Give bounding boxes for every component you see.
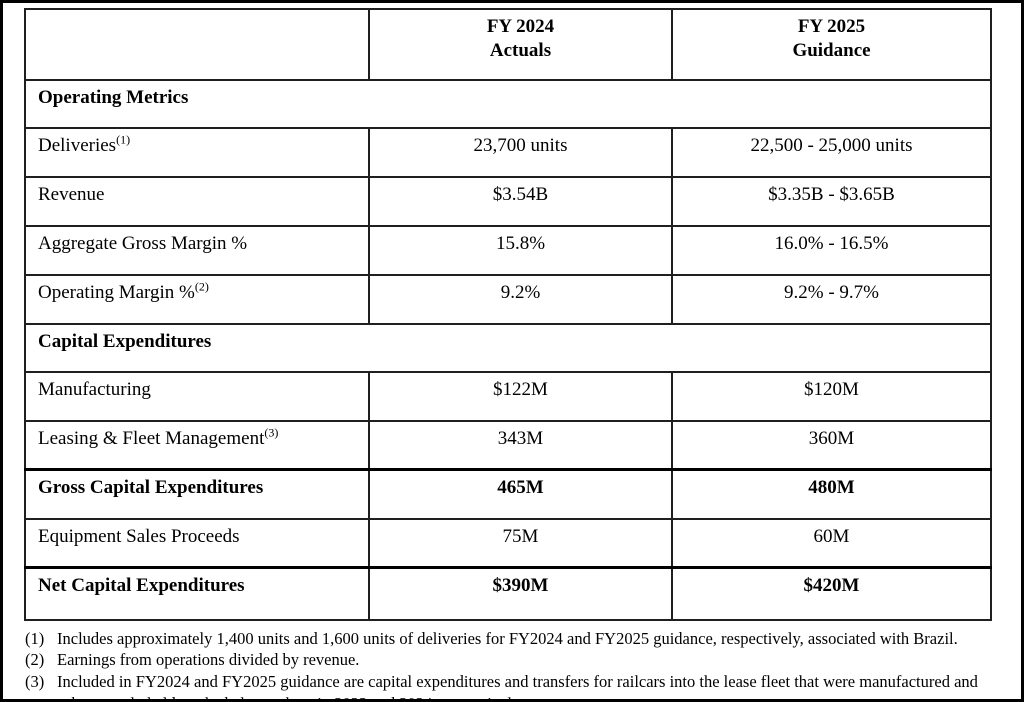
fy2024-value: 465M bbox=[368, 468, 673, 520]
row-label: Equipment Sales Proceeds bbox=[24, 517, 370, 569]
row-label-text: Operating Margin % bbox=[38, 281, 195, 303]
header-fy2024-actuals: FY 2024 Actuals bbox=[368, 8, 673, 81]
financial-guidance-table: FY 2024 Actuals FY 2025 Guidance Operati… bbox=[24, 8, 992, 621]
header-fy2025-guidance: FY 2025 Guidance bbox=[671, 8, 992, 81]
fy2024-value: 23,700 units bbox=[368, 126, 673, 178]
row-label: Leasing & Fleet Management(3) bbox=[24, 419, 370, 471]
row-label: Revenue bbox=[24, 175, 370, 227]
fy2024-value: $3.54B bbox=[368, 175, 673, 227]
row-deliveries: Deliveries(1) 23,700 units 22,500 - 25,0… bbox=[24, 126, 992, 178]
fy2025-value: 60M bbox=[671, 517, 992, 569]
row-leasing-fleet-management: Leasing & Fleet Management(3) 343M 360M bbox=[24, 419, 992, 471]
fy2025-value: 480M bbox=[671, 468, 992, 520]
fy2025-value: $420M bbox=[671, 566, 992, 621]
row-gross-capital-expenditures: Gross Capital Expenditures 465M 480M bbox=[24, 468, 992, 520]
section-capital-expenditures: Capital Expenditures bbox=[24, 322, 992, 373]
row-manufacturing: Manufacturing $122M $120M bbox=[24, 370, 992, 422]
footnote-ref-1: (1) bbox=[116, 132, 131, 147]
row-label: Net Capital Expenditures bbox=[24, 566, 370, 621]
row-label: Aggregate Gross Margin % bbox=[24, 224, 370, 276]
footnote-1: (1) Includes approximately 1,400 units a… bbox=[25, 628, 997, 650]
footnote-number: (3) bbox=[25, 672, 45, 692]
row-net-capital-expenditures: Net Capital Expenditures $390M $420M bbox=[24, 566, 992, 621]
row-operating-margin: Operating Margin %(2) 9.2% 9.2% - 9.7% bbox=[24, 273, 992, 325]
fy2024-value: $122M bbox=[368, 370, 673, 422]
section-operating-metrics: Operating Metrics bbox=[24, 78, 992, 129]
fy2024-value: 75M bbox=[368, 517, 673, 569]
footnotes: (1) Includes approximately 1,400 units a… bbox=[25, 628, 997, 700]
footnote-text: Included in FY2024 and FY2025 guidance a… bbox=[57, 672, 978, 699]
footnote-number: (1) bbox=[25, 628, 45, 648]
fy2025-value: 22,500 - 25,000 units bbox=[671, 126, 992, 178]
fy2025-value: 360M bbox=[671, 419, 992, 471]
row-equipment-sales-proceeds: Equipment Sales Proceeds 75M 60M bbox=[24, 517, 992, 569]
fy2024-value: 9.2% bbox=[368, 273, 673, 325]
fy2024-value: 15.8% bbox=[368, 224, 673, 276]
row-revenue: Revenue $3.54B $3.35B - $3.65B bbox=[24, 175, 992, 227]
section-title: Operating Metrics bbox=[24, 78, 992, 129]
section-title: Capital Expenditures bbox=[24, 322, 992, 373]
row-label: Deliveries(1) bbox=[24, 126, 370, 178]
footnote-3: (3) Included in FY2024 and FY2025 guidan… bbox=[25, 671, 997, 699]
fy2024-value: 343M bbox=[368, 419, 673, 471]
row-label-text: Leasing & Fleet Management bbox=[38, 427, 265, 449]
fy2025-value: $120M bbox=[671, 370, 992, 422]
row-label: Gross Capital Expenditures bbox=[24, 468, 370, 520]
footnote-ref-2: (2) bbox=[194, 279, 209, 294]
footnote-number: (2) bbox=[25, 650, 45, 670]
row-label-text: Deliveries bbox=[38, 134, 117, 156]
row-aggregate-gross-margin: Aggregate Gross Margin % 15.8% 16.0% - 1… bbox=[24, 224, 992, 276]
table-header-row: FY 2024 Actuals FY 2025 Guidance bbox=[24, 8, 992, 81]
row-label: Operating Margin %(2) bbox=[24, 273, 370, 325]
footnote-text: Includes approximately 1,400 units and 1… bbox=[57, 628, 958, 648]
fy2025-value: 9.2% - 9.7% bbox=[671, 273, 992, 325]
fy2024-value: $390M bbox=[368, 566, 673, 621]
fy2025-value: $3.35B - $3.65B bbox=[671, 175, 992, 227]
fy2025-value: 16.0% - 16.5% bbox=[671, 224, 992, 276]
row-label: Manufacturing bbox=[24, 370, 370, 422]
footnote-text: Earnings from operations divided by reve… bbox=[57, 650, 360, 670]
header-empty-cell bbox=[24, 8, 370, 81]
footnote-2: (2) Earnings from operations divided by … bbox=[25, 649, 997, 671]
footnote-ref-3: (3) bbox=[264, 425, 279, 440]
